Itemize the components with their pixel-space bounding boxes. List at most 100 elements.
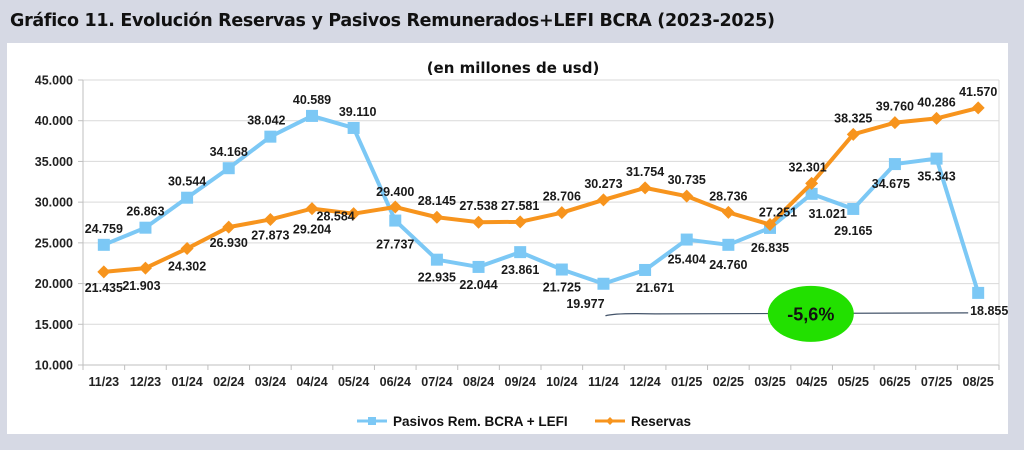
x-tick-label: 05/25 bbox=[838, 375, 869, 389]
data-label-reservas: 29.400 bbox=[376, 185, 414, 199]
data-point-pasivos bbox=[389, 214, 402, 227]
data-label-pasivos: 38.042 bbox=[247, 114, 285, 128]
data-point-pasivos bbox=[597, 277, 610, 290]
line-chart: (en millones de usd) 10.000 15.000 20.000 2… bbox=[35, 59, 1009, 429]
y-tick-label: 35.000 bbox=[35, 155, 73, 169]
legend-item-pasivos[interactable]: Pasivos Rem. BCRA + LEFI bbox=[357, 414, 568, 429]
data-label-pasivos: 22.935 bbox=[418, 271, 456, 285]
x-axis-ticks: 11/23 12/23 01/24 02/24 03/24 04/24 05/24 06/24… bbox=[82, 365, 1000, 389]
data-point-pasivos bbox=[847, 202, 860, 215]
x-tick-label: 06/25 bbox=[879, 375, 910, 389]
data-point-reservas bbox=[222, 220, 236, 234]
y-axis-ticks: 10.000 15.000 20.000 25.000 30.000 35.000 40.0… bbox=[35, 74, 83, 373]
data-label-pasivos: 29.165 bbox=[834, 224, 872, 238]
data-label-pasivos: 39.110 bbox=[339, 105, 377, 119]
y-tick-label: 10.000 bbox=[35, 359, 73, 373]
x-tick-label: 01/25 bbox=[671, 375, 702, 389]
data-point-reservas bbox=[180, 242, 194, 256]
data-label-pasivos: 26.835 bbox=[751, 241, 789, 255]
data-point-reservas bbox=[763, 218, 777, 232]
x-tick-label: 08/24 bbox=[463, 375, 494, 389]
data-label-reservas: 28.584 bbox=[317, 210, 355, 224]
data-label-pasivos: 22.044 bbox=[459, 278, 497, 292]
x-tick-label: 02/25 bbox=[713, 375, 744, 389]
data-label-pasivos: 34.675 bbox=[872, 177, 910, 191]
annotation-badge-label: -5,6% bbox=[787, 304, 834, 324]
data-label-pasivos: 31.021 bbox=[809, 207, 847, 221]
data-label-pasivos: 23.861 bbox=[501, 263, 539, 277]
data-label-reservas: 39.760 bbox=[876, 100, 914, 114]
data-label-pasivos: 40.589 bbox=[293, 93, 331, 107]
data-label-pasivos: 24.759 bbox=[85, 222, 123, 236]
data-label-reservas: 31.754 bbox=[626, 165, 664, 179]
data-point-pasivos bbox=[639, 263, 652, 276]
data-label-pasivos: 34.168 bbox=[210, 145, 248, 159]
annotation-badge bbox=[767, 285, 854, 342]
title-bar: Gráfico 11. Evolución Reservas y Pasivos… bbox=[0, 0, 1024, 42]
data-label-reservas: 30.273 bbox=[584, 177, 622, 191]
data-label-pasivos: 30.544 bbox=[168, 175, 206, 189]
chart-subtitle: (en millones de usd) bbox=[427, 59, 600, 77]
data-point-reservas bbox=[888, 116, 902, 130]
legend-label-pasivos: Pasivos Rem. BCRA + LEFI bbox=[393, 414, 568, 429]
data-label-pasivos: 24.760 bbox=[709, 258, 747, 272]
x-tick-label: 04/24 bbox=[296, 375, 327, 389]
data-point-reservas bbox=[430, 210, 444, 224]
data-label-reservas: 38.325 bbox=[834, 111, 872, 125]
annotation-connector-line bbox=[605, 312, 969, 317]
legend-marker-square-icon bbox=[368, 417, 376, 425]
data-point-pasivos bbox=[347, 121, 360, 134]
y-tick-label: 30.000 bbox=[35, 196, 73, 210]
chart-heading: Gráfico 11. Evolución Reservas y Pasivos… bbox=[10, 11, 775, 31]
series-layer bbox=[97, 101, 985, 299]
x-tick-label: 06/24 bbox=[380, 375, 411, 389]
data-label-pasivos: 35.343 bbox=[917, 170, 955, 184]
x-tick-label: 03/24 bbox=[255, 375, 286, 389]
data-point-pasivos bbox=[306, 109, 318, 122]
data-point-reservas bbox=[930, 111, 944, 125]
data-label-reservas: 32.301 bbox=[789, 160, 827, 174]
x-tick-label: 04/25 bbox=[796, 375, 827, 389]
data-point-pasivos bbox=[805, 187, 818, 200]
x-tick-label: 12/23 bbox=[130, 375, 161, 389]
legend-label-reservas: Reservas bbox=[631, 414, 691, 429]
data-point-reservas bbox=[805, 176, 819, 190]
data-label-reservas: 27.538 bbox=[459, 199, 497, 213]
data-label-reservas: 28.145 bbox=[418, 194, 456, 208]
data-label-pasivos: 26.863 bbox=[126, 205, 164, 219]
data-point-reservas bbox=[555, 206, 569, 220]
legend-item-reservas[interactable]: Reservas bbox=[595, 414, 691, 429]
data-point-pasivos bbox=[680, 233, 693, 246]
x-tick-label: 11/24 bbox=[588, 375, 619, 389]
data-point-pasivos bbox=[472, 260, 485, 273]
data-label-pasivos: 19.977 bbox=[566, 297, 604, 311]
x-tick-label: 12/24 bbox=[629, 375, 660, 389]
data-point-pasivos bbox=[930, 152, 943, 165]
data-point-pasivos bbox=[222, 162, 235, 175]
data-point-reservas bbox=[347, 207, 361, 221]
y-tick-label: 15.000 bbox=[35, 318, 73, 332]
data-label-reservas: 41.570 bbox=[959, 85, 997, 99]
x-tick-label: 10/24 bbox=[546, 375, 577, 389]
data-label-pasivos: 18.855 bbox=[970, 304, 1008, 318]
data-label-pasivos: 25.404 bbox=[668, 253, 706, 267]
data-point-reservas bbox=[97, 265, 111, 279]
data-label-reservas: 26.930 bbox=[210, 236, 248, 250]
data-point-reservas bbox=[596, 193, 610, 207]
series-line-pasivos bbox=[103, 113, 981, 294]
series-line-reservas bbox=[103, 105, 979, 274]
data-point-reservas bbox=[971, 101, 985, 115]
data-label-reservas: 28.706 bbox=[543, 190, 581, 204]
data-point-pasivos bbox=[722, 238, 735, 251]
data-label-reservas: 40.286 bbox=[917, 95, 955, 109]
x-tick-label: 05/24 bbox=[338, 375, 369, 389]
data-point-reservas bbox=[263, 212, 277, 226]
data-point-pasivos bbox=[97, 238, 110, 251]
data-point-pasivos bbox=[430, 253, 443, 266]
data-point-reservas bbox=[472, 215, 486, 229]
x-tick-label: 02/24 bbox=[213, 375, 244, 389]
y-tick-label: 25.000 bbox=[35, 236, 73, 250]
data-label-reservas: 27.251 bbox=[759, 206, 797, 220]
data-point-reservas bbox=[138, 261, 152, 275]
